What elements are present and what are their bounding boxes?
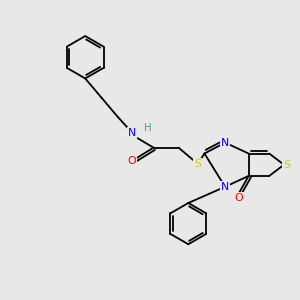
Text: H: H <box>144 123 152 133</box>
Text: N: N <box>221 138 229 148</box>
Text: O: O <box>128 157 136 166</box>
Text: N: N <box>221 182 229 192</box>
Text: S: S <box>283 160 290 170</box>
Text: S: S <box>194 159 201 169</box>
Text: N: N <box>128 128 136 138</box>
Text: O: O <box>234 193 243 203</box>
